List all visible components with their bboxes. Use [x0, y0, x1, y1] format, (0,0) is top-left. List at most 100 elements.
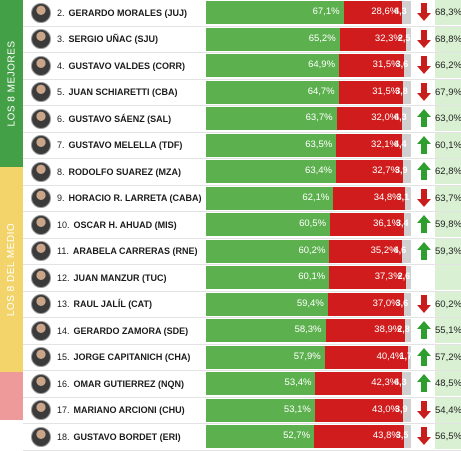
section-band-top8: LOS 8 MEJORES — [0, 0, 23, 167]
governor-name: 17. MARIANO ARCIONI (CHU) — [57, 405, 185, 415]
rank-number: 2. — [57, 7, 65, 18]
rank-number: 15. — [57, 352, 70, 362]
approval-value: 53,4% — [284, 377, 312, 388]
governor-label: HORACIO R. LARRETA (CABA) — [68, 193, 202, 203]
arrow-up-icon — [417, 135, 431, 154]
governor-cell: 14. GERARDO ZAMORA (SDE) — [23, 318, 206, 343]
previous-value: 66,2% — [435, 53, 461, 78]
table-row: 12. JUAN MANZUR (TUC) 60,1% 37,3% 2,6 — [23, 265, 461, 292]
avatar — [31, 267, 51, 288]
arrow-down-icon — [417, 427, 431, 445]
governor-label: SERGIO UÑAC (SJU) — [68, 34, 159, 44]
approval-bar — [206, 372, 316, 395]
ranking-table: 2. GERARDO MORALES (JUJ) 67,1% 28,6% 4,3 68,3… — [23, 0, 461, 451]
governor-name: 12. JUAN MANZUR (TUC) — [57, 273, 167, 283]
avatar — [31, 82, 51, 102]
governor-label: GERARDO ZAMORA (SDE) — [73, 325, 189, 336]
table-row: 7. GUSTAVO MELELLA (TDF) 63,5% 32,1% 4,4 60,1… — [23, 132, 461, 159]
approval-bar — [206, 398, 315, 422]
approval-value: 57,9% — [293, 350, 321, 362]
arrow-down-icon — [417, 188, 431, 207]
approval-bar — [206, 160, 336, 183]
arrow-up-icon — [417, 215, 431, 233]
rank-number: 10. — [57, 219, 70, 230]
disapproval-bar — [327, 292, 404, 316]
table-row: 5. JUAN SCHIARETTI (CBA) 64,7% 31,5% 3,8 67,9… — [23, 79, 461, 106]
neutral-bar — [403, 398, 411, 422]
previous-value — [435, 265, 461, 290]
governor-cell: 15. JORGE CAPITANICH (CHA) — [23, 345, 206, 370]
approval-value: 63,7% — [305, 112, 333, 123]
disapproval-bar — [336, 133, 402, 157]
avatar — [31, 373, 51, 394]
governor-name: 13. RAUL JALÍL (CAT) — [57, 299, 152, 309]
governor-label: RAUL JALÍL (CAT) — [73, 299, 153, 309]
arrow-up-icon — [417, 374, 431, 392]
approval-bar — [206, 27, 340, 51]
disapproval-value: 28,6% — [371, 6, 399, 17]
disapproval-bar — [338, 80, 404, 104]
rank-number: 16. — [57, 378, 70, 389]
approval-bar — [206, 345, 325, 369]
approval-value: 53,1% — [283, 403, 311, 415]
avatar — [31, 241, 51, 261]
previous-value: 57,2% — [435, 344, 461, 370]
table-row: 10. OSCAR H. AHUAD (MIS) 60,5% 36,1% 3,4 59,8… — [23, 212, 461, 239]
table-row: 3. SERGIO UÑAC (SJU) 65,2% 32,3% 2,5 68,8% — [23, 26, 461, 53]
rank-number: 14. — [57, 325, 70, 336]
neutral-value: 4,3 — [394, 377, 407, 387]
previous-value: 68,8% — [435, 26, 461, 52]
neutral-bar — [403, 292, 411, 316]
governor-cell: 5. JUAN SCHIARETTI (CBA) — [23, 80, 206, 105]
neutral-bar — [404, 186, 411, 210]
approval-value: 52,7% — [283, 430, 311, 441]
rank-number: 9. — [57, 193, 65, 203]
rank-number: 17. — [57, 405, 70, 415]
approval-bar — [206, 54, 340, 77]
rank-number: 5. — [57, 87, 65, 97]
arrow-up-icon — [417, 162, 431, 180]
neutral-bar — [407, 345, 411, 369]
arrow-up-icon — [417, 241, 431, 260]
governor-name: 16. OMAR GUTIERREZ (NQN) — [57, 379, 184, 389]
disapproval-value: 31,5% — [372, 85, 400, 97]
neutral-value: 4,4 — [393, 138, 407, 149]
governor-name: 4. GUSTAVO VALDES (CORR) — [57, 61, 185, 71]
approval-bar — [206, 107, 337, 130]
disapproval-value: 43,0% — [372, 403, 399, 415]
disapproval-value: 32,3% — [374, 32, 402, 44]
governor-label: RODOLFO SUAREZ (MZA) — [68, 166, 182, 177]
neutral-value: 2,8 — [397, 324, 410, 334]
disapproval-value: 32,1% — [371, 138, 398, 150]
rank-number: 13. — [57, 299, 70, 309]
governor-cell: 10. OSCAR H. AHUAD (MIS) — [23, 212, 206, 237]
avatar — [31, 214, 51, 235]
avatar — [31, 400, 51, 420]
approval-bar — [206, 213, 331, 236]
disapproval-bar — [339, 27, 406, 51]
approval-value: 59,4% — [296, 297, 324, 309]
section-label-top8: LOS 8 MEJORES — [6, 40, 17, 127]
neutral-value: 3,4 — [396, 218, 409, 228]
neutral-value: 4,3 — [394, 112, 407, 122]
disapproval-bar — [314, 398, 403, 422]
trend-empty — [417, 268, 431, 286]
avatar — [31, 294, 51, 314]
previous-value: 55,1% — [435, 318, 461, 343]
table-row: 6. GUSTAVO SÁENZ (SAL) 63,7% 32,0% 4,3 63,0% — [23, 106, 461, 133]
arrow-down-icon — [417, 3, 431, 21]
neutral-value: 4,6 — [393, 244, 407, 255]
approval-bar — [206, 186, 334, 210]
disapproval-bar — [325, 319, 406, 342]
disapproval-bar — [315, 372, 403, 395]
approval-value: 65,2% — [308, 32, 336, 44]
previous-value: 67,9% — [435, 79, 461, 105]
governor-cell: 7. GUSTAVO MELELLA (TDF) — [23, 133, 206, 158]
governor-label: MARIANO ARCIONI (CHU) — [73, 405, 185, 415]
approval-bar — [206, 239, 330, 263]
rank-number: 11. — [57, 246, 69, 256]
disapproval-value: 35,2% — [370, 244, 398, 256]
previous-value: 48,5% — [435, 371, 461, 396]
avatar — [31, 135, 51, 155]
governor-label: GUSTAVO MELELLA (TDF) — [68, 140, 183, 150]
